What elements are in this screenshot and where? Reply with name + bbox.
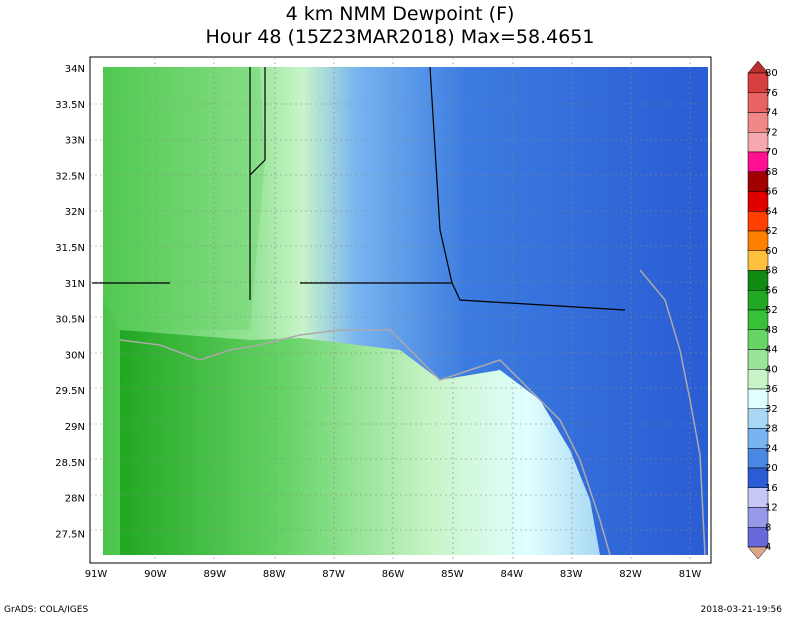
colorbar-label: 56 [765,285,778,296]
borders [92,66,626,311]
colorbar-label: 40 [765,364,778,375]
title-line: 4 km NMM Dewpoint (F) [286,3,515,25]
colorbar-label: 36 [765,384,778,395]
colorbar-label: 72 [765,127,778,138]
colorbar-label: 4 [765,542,771,553]
colorbar-label: 80 [765,68,778,79]
colorbar-label: 16 [765,483,778,494]
gulf-field [120,330,600,555]
colorbar-label: 68 [765,167,778,178]
lon-label: 86W [382,569,405,580]
lon-label: 90W [144,569,167,580]
lon-label: 89W [203,569,226,580]
colorbar-label: 44 [765,345,778,356]
lat-label: 33.5N [55,100,85,111]
colorbar-label: 12 [765,503,778,514]
colorbar-label: 32 [765,404,778,415]
lat-label: 34N [65,64,85,75]
lat-label: 32N [65,207,85,218]
footer-right: 2018-03-21-19:56 [701,605,783,615]
lat-label: 29.5N [55,386,85,397]
lon-label: 82W [619,569,642,580]
footer-left: GrADS: COLA/IGES [4,605,88,615]
colorbar-label: 66 [765,187,778,198]
lat-label: 32.5N [55,171,85,182]
grid [90,57,711,563]
colorbar-label: 60 [765,246,778,257]
lon-label: 81W [679,569,702,580]
colorbar-label: 64 [765,206,778,217]
lat-label: 31.5N [55,243,85,254]
colorbar-label: 74 [765,108,778,119]
colorbar-label: 8 [765,522,771,533]
lon-label: 91W [85,569,108,580]
lat-label: 30N [65,350,85,361]
lat-label: 28N [65,494,85,505]
colorbar-label: 70 [765,147,778,158]
colorbar-label: 52 [765,305,778,316]
coastline [119,269,706,556]
west-field [103,67,265,330]
colorbar-label: 28 [765,424,778,435]
lon-label: 88W [263,569,286,580]
colorbar-arrow [747,546,769,560]
lat-label: 27.5N [55,529,85,540]
colorbar-label: 24 [765,443,778,454]
colorbar-label: 76 [765,88,778,99]
colorbar-label: 58 [765,266,778,277]
lat-label: 28.5N [55,458,85,469]
lon-label: 84W [500,569,523,580]
lat-label: 29N [65,422,85,433]
lat-label: 33N [65,136,85,147]
lon-label: 85W [441,569,464,580]
lat-label: 31N [65,279,85,290]
colorbar-label: 48 [765,325,778,336]
title-line: Hour 48 (15Z23MAR2018) Max=58.4651 [206,26,595,48]
colorbar-label: 62 [765,226,778,237]
lat-label: 30.5N [55,315,85,326]
colorbar-label: 20 [765,463,778,474]
lon-label: 83W [560,569,583,580]
lon-label: 87W [322,569,345,580]
